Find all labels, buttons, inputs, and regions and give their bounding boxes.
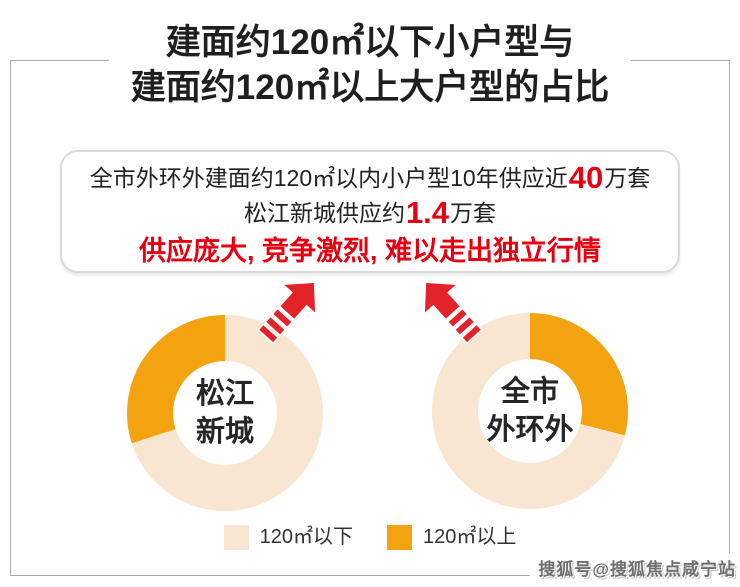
summary-box: 全市外环外建面约120㎡以内小户型10年供应近40万套 松江新城供应约1.4万套…: [60, 150, 680, 273]
watermark: 搜狐号@搜狐焦点咸宁站: [530, 553, 738, 582]
title-line-2: 建面约120㎡以上大户型的占比: [130, 68, 610, 107]
donut-chart-songjiang: 松江 新城: [127, 315, 323, 511]
summary-line-1-text: 全市外环外建面约120㎡以内小户型10年供应近: [89, 165, 568, 191]
summary-line-2-unit: 万套: [450, 200, 497, 226]
donut-hole: 全市 外环外: [478, 359, 582, 463]
legend-swatch-cream: [223, 525, 249, 550]
summary-line-1-value: 40: [568, 160, 604, 195]
legend-label: 120㎡以下: [259, 526, 353, 548]
summary-line-2: 松江新城供应约1.4万套: [62, 196, 678, 231]
summary-line-2-text: 松江新城供应约: [243, 200, 405, 226]
summary-line-2-value: 1.4: [405, 195, 450, 230]
legend-swatch-orange: [387, 525, 412, 550]
title-line-1: 建面约120㎡以下小户型与: [165, 23, 575, 62]
summary-conclusion: 供应庞大, 竞争激烈, 难以走出独立行情: [138, 236, 601, 266]
up-arrow-icon: [257, 281, 317, 344]
donut-center-label: 全市 外环外: [486, 376, 574, 446]
summary-line-1: 全市外环外建面约120㎡以内小户型10年供应近40万套: [62, 161, 678, 196]
donut-chart-citywide: 全市 外环外: [432, 313, 628, 509]
donut-center-label: 松江 新城: [195, 378, 254, 448]
chart-legend: 120㎡以下 120㎡以上: [0, 525, 740, 550]
up-arrow-icon: [423, 281, 483, 344]
legend-item-below-120: 120㎡以下: [223, 525, 353, 550]
frame-border: [10, 60, 730, 576]
summary-line-1-unit: 万套: [604, 165, 651, 191]
legend-label: 120㎡以上: [423, 526, 517, 548]
donut-hole: 松江 新城: [173, 361, 277, 465]
legend-item-above-120: 120㎡以上: [387, 525, 516, 550]
page-title: 建面约120㎡以下小户型与 建面约120㎡以上大户型的占比: [108, 20, 632, 110]
